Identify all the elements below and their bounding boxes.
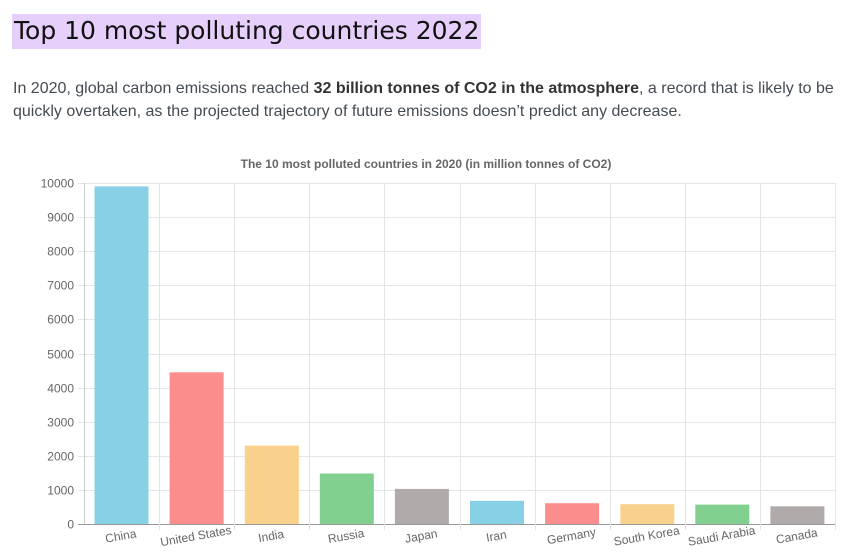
x-tick-label: South Korea bbox=[613, 523, 681, 548]
intro-text-bold: 32 billion tonnes of CO2 in the atmosphe… bbox=[313, 80, 640, 97]
y-tick-label: 0 bbox=[67, 518, 74, 532]
chart-svg: The 10 most polluted countries in 2020 (… bbox=[41, 157, 836, 549]
x-tick-label: Russia bbox=[327, 526, 366, 546]
bar-united-states bbox=[169, 372, 224, 524]
x-tick-label: Canada bbox=[775, 525, 819, 546]
y-tick-label: 1000 bbox=[47, 484, 74, 498]
x-tick-label: Iran bbox=[485, 527, 508, 544]
bar-india bbox=[244, 445, 299, 524]
bar-germany bbox=[545, 503, 600, 524]
page-title: Top 10 most polluting countries 2022 bbox=[12, 14, 482, 49]
bar-south-korea bbox=[620, 504, 675, 524]
y-tick-label: 2000 bbox=[47, 450, 74, 464]
bar-saudi-arabia bbox=[695, 504, 750, 524]
bar-chart: The 10 most polluted countries in 2020 (… bbox=[0, 150, 861, 559]
y-tick-label: 6000 bbox=[47, 313, 74, 327]
x-tick-label: Saudi Arabia bbox=[687, 523, 757, 549]
bars bbox=[94, 186, 825, 524]
chart-title: The 10 most polluted countries in 2020 (… bbox=[241, 157, 612, 171]
intro-text-end: , a record that is likely to be quickly … bbox=[13, 80, 834, 120]
y-tick-label: 10000 bbox=[41, 177, 75, 191]
y-tick-label: 7000 bbox=[47, 279, 74, 293]
bar-china bbox=[94, 186, 149, 524]
y-tick-label: 9000 bbox=[47, 211, 74, 225]
bar-iran bbox=[470, 500, 524, 524]
intro-paragraph: In 2020, global carbon emissions reached… bbox=[13, 77, 858, 123]
x-tick-label: Japan bbox=[404, 526, 439, 545]
x-tick-label: India bbox=[257, 527, 285, 545]
x-tick-label: United States bbox=[159, 523, 232, 549]
x-tick-label: China bbox=[104, 526, 138, 545]
bar-japan bbox=[394, 488, 449, 524]
y-tick-label: 4000 bbox=[47, 382, 74, 396]
grid-lines bbox=[78, 183, 836, 530]
bar-canada bbox=[770, 506, 825, 524]
x-tick-label: Germany bbox=[546, 525, 597, 547]
y-tick-label: 8000 bbox=[47, 245, 74, 259]
intro-text-start: In 2020, global carbon emissions reached bbox=[13, 80, 314, 97]
y-tick-label: 5000 bbox=[47, 348, 74, 362]
y-tick-label: 3000 bbox=[47, 416, 74, 430]
bar-russia bbox=[319, 473, 374, 524]
